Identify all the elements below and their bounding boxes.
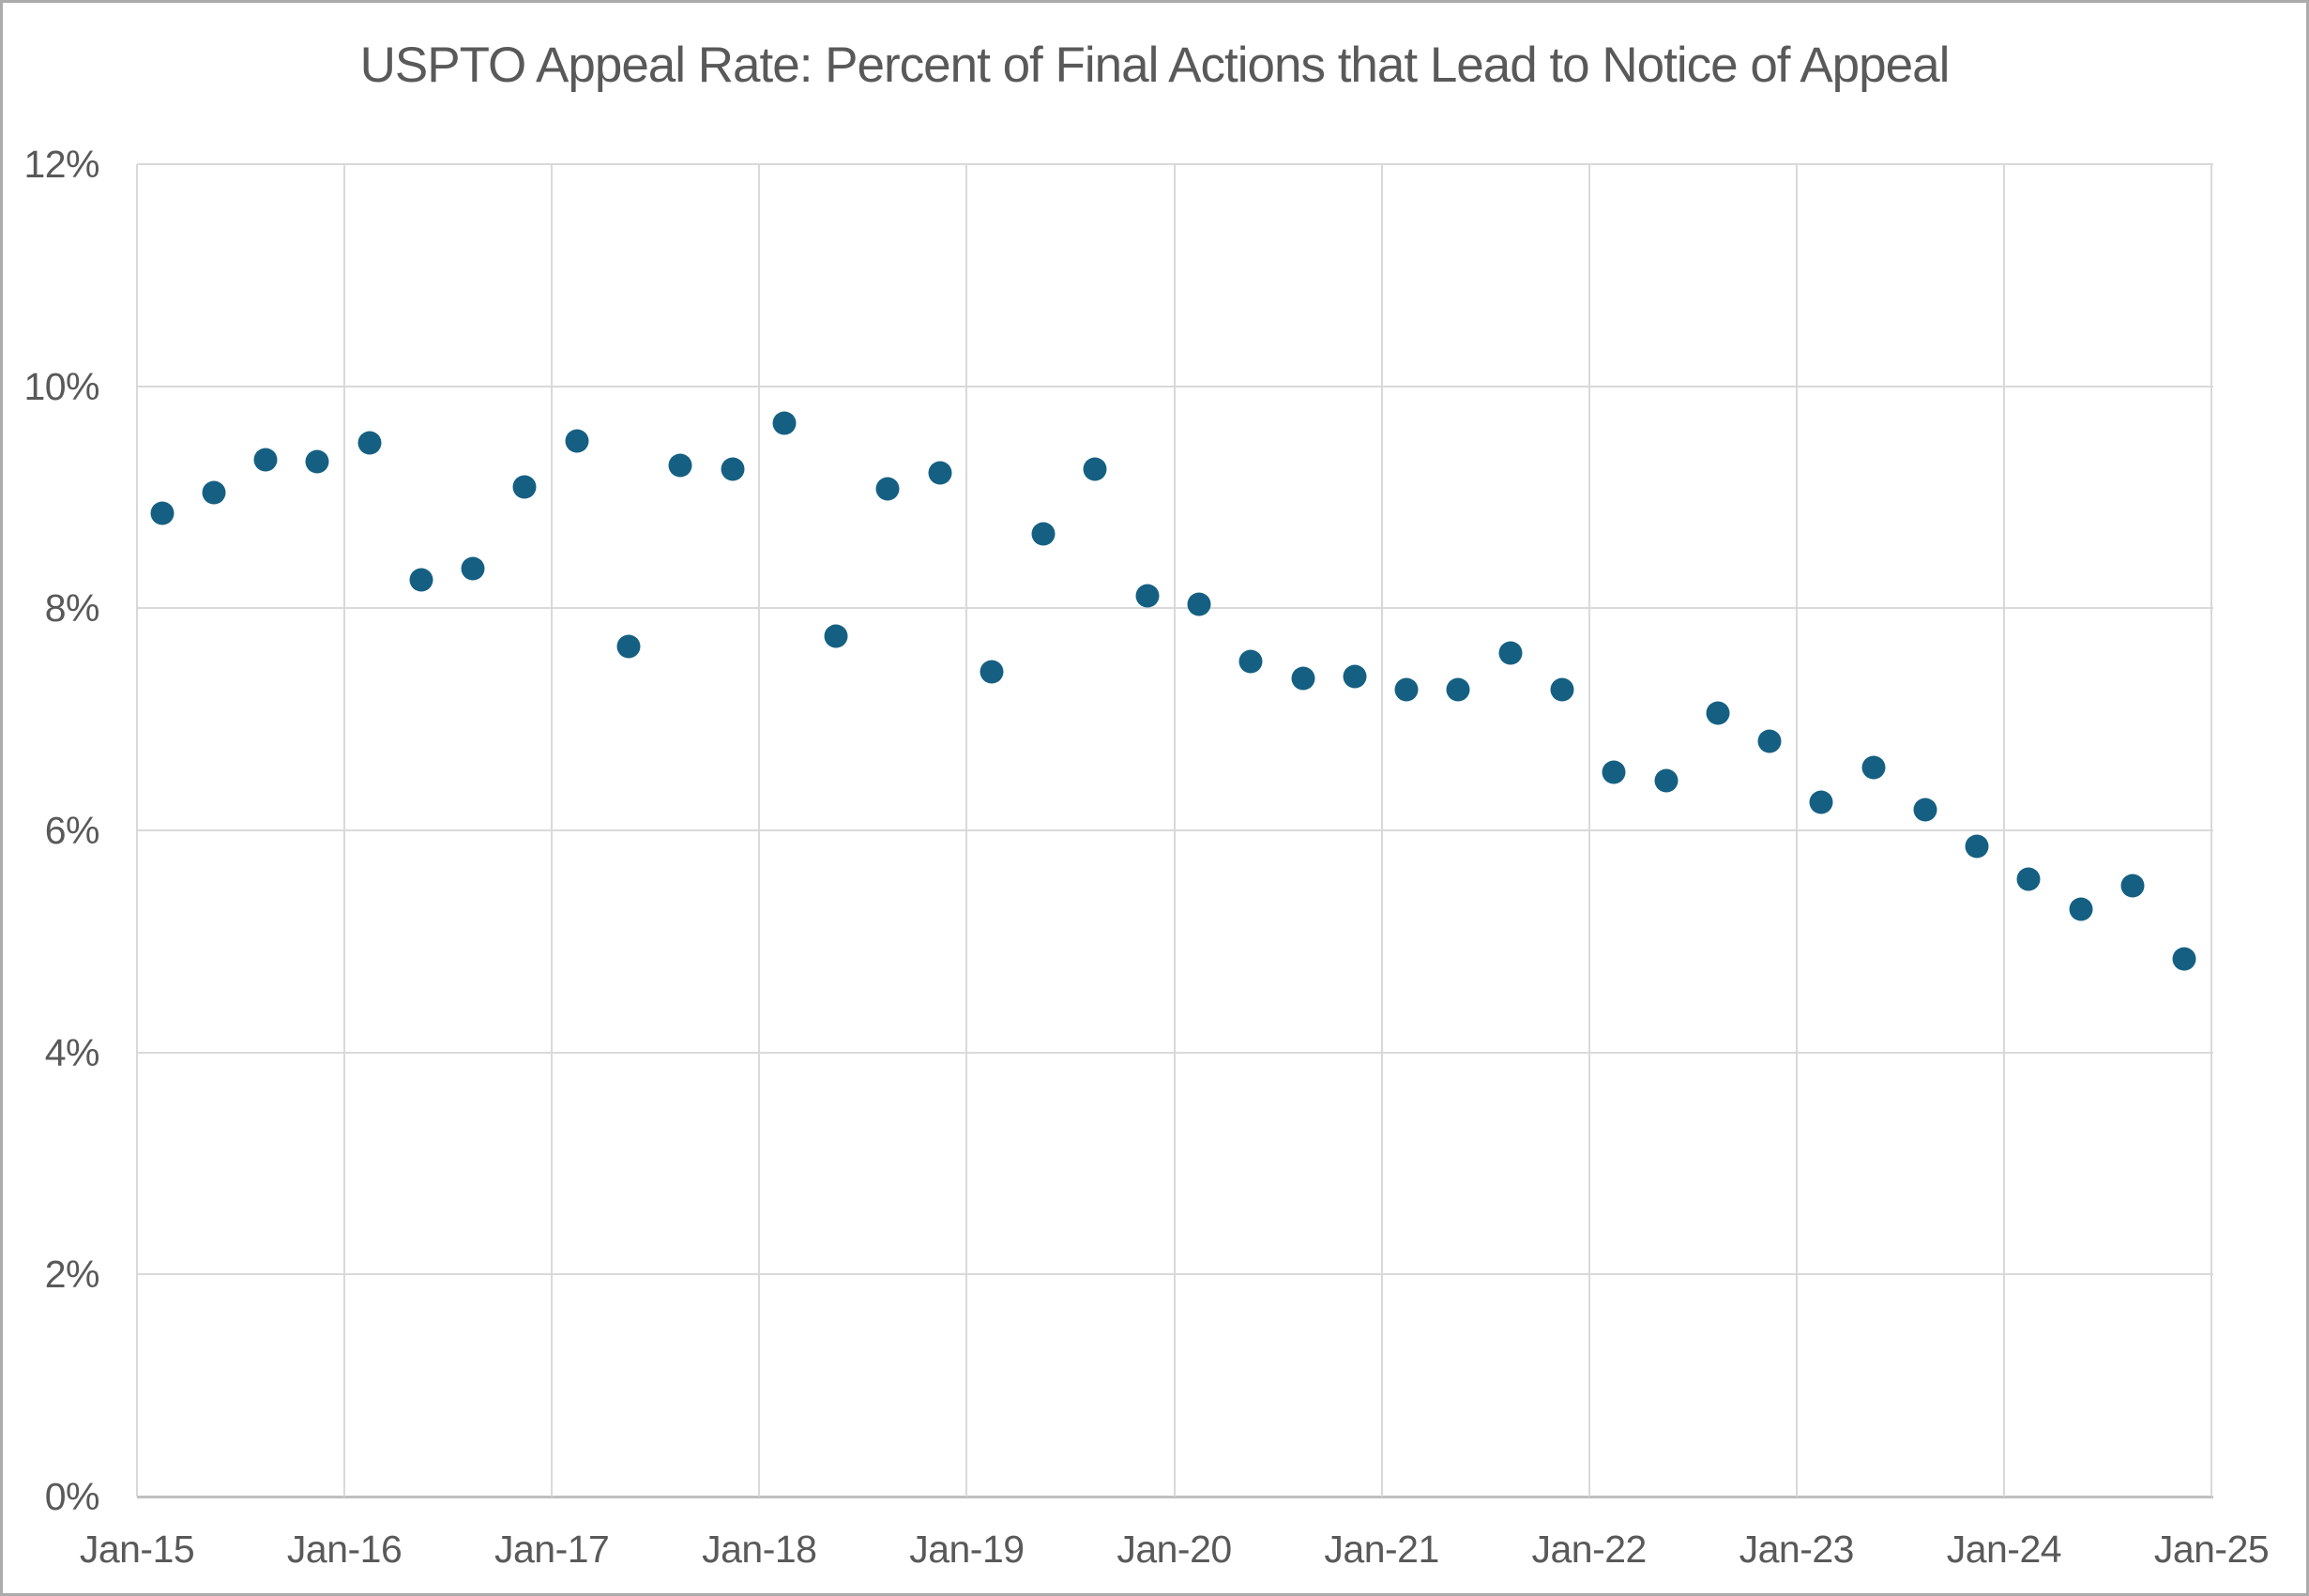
horizontal-gridline — [137, 163, 2213, 165]
vertical-gridline — [758, 164, 761, 1497]
data-point — [512, 475, 537, 499]
x-tick-label: Jan-21 — [1324, 1528, 1439, 1571]
data-point — [824, 624, 848, 648]
vertical-gridline — [1173, 164, 1176, 1497]
data-point — [253, 448, 278, 472]
x-tick-label: Jan-16 — [286, 1528, 403, 1571]
horizontal-gridline — [137, 607, 2213, 610]
y-tick-label: 8% — [44, 586, 100, 631]
data-point — [1965, 834, 1989, 859]
y-tick-label: 6% — [44, 809, 100, 852]
y-tick-label: 10% — [23, 364, 99, 408]
vertical-gridline — [136, 164, 138, 1497]
vertical-gridline — [551, 164, 554, 1497]
data-point — [2016, 867, 2041, 891]
data-point — [1550, 677, 1574, 702]
x-tick-label: Jan-15 — [79, 1528, 195, 1571]
x-tick-label: Jan-20 — [1117, 1528, 1232, 1571]
data-point — [1031, 522, 1056, 546]
data-point — [1757, 729, 1782, 753]
data-point — [721, 457, 745, 481]
data-point — [875, 477, 900, 501]
y-tick-label: 2% — [44, 1253, 100, 1297]
y-tick-label: 0% — [44, 1475, 100, 1518]
horizontal-gridline — [137, 1051, 2213, 1054]
data-point — [1135, 584, 1160, 608]
data-point — [461, 556, 485, 581]
data-point — [1498, 641, 1523, 665]
horizontal-gridline — [137, 829, 2213, 831]
data-point — [150, 501, 175, 525]
data-point — [1343, 664, 1367, 689]
data-point — [409, 568, 433, 592]
data-point — [616, 634, 641, 659]
x-axis-line — [137, 1496, 2213, 1498]
data-point — [1809, 790, 1833, 814]
x-tick-label: Jan-24 — [1946, 1528, 2062, 1571]
data-point — [1394, 677, 1419, 702]
data-point — [668, 453, 692, 478]
chart-title: USPTO Appeal Rate: Percent of Final Acti… — [359, 38, 1951, 93]
plot-area — [136, 163, 2213, 1498]
data-point — [2120, 874, 2145, 898]
data-point — [1654, 768, 1678, 793]
data-point — [1913, 798, 1937, 822]
data-point — [1291, 666, 1315, 691]
y-tick-label: 4% — [44, 1030, 100, 1074]
data-point — [1238, 649, 1263, 674]
data-point — [2172, 947, 2196, 971]
vertical-gridline — [343, 164, 346, 1497]
vertical-gridline — [1795, 164, 1798, 1497]
data-point — [1187, 592, 1211, 616]
data-point — [928, 461, 952, 485]
data-point — [565, 429, 589, 453]
x-tick-label: Jan-23 — [1739, 1528, 1855, 1571]
vertical-gridline — [2210, 164, 2212, 1497]
data-point — [1861, 755, 1886, 780]
x-tick-label: Jan-22 — [1531, 1528, 1648, 1571]
data-point — [1083, 457, 1107, 481]
data-point — [305, 449, 329, 474]
data-point — [980, 660, 1004, 684]
x-tick-label: Jan-17 — [494, 1528, 610, 1571]
horizontal-gridline — [137, 1273, 2213, 1276]
data-point — [1706, 701, 1730, 725]
y-tick-label: 12% — [23, 143, 99, 186]
data-point — [2069, 897, 2093, 921]
data-point — [202, 480, 226, 505]
vertical-gridline — [2002, 164, 2005, 1497]
x-tick-label: Jan-19 — [909, 1528, 1025, 1571]
data-point — [772, 411, 797, 435]
vertical-gridline — [1587, 164, 1590, 1497]
x-tick-label: Jan-18 — [702, 1528, 817, 1571]
data-point — [357, 431, 382, 455]
data-point — [1602, 760, 1626, 784]
horizontal-gridline — [137, 385, 2213, 388]
vertical-gridline — [965, 164, 968, 1497]
vertical-gridline — [1380, 164, 1383, 1497]
x-tick-label: Jan-25 — [2153, 1528, 2270, 1571]
data-point — [1446, 677, 1470, 702]
